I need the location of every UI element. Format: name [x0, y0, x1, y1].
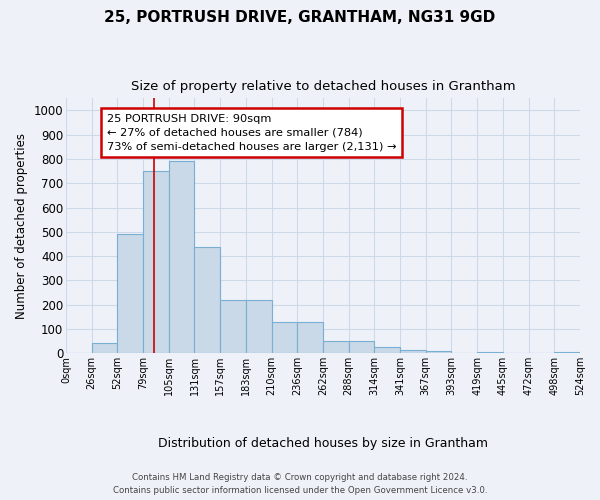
- Y-axis label: Number of detached properties: Number of detached properties: [15, 133, 28, 319]
- Bar: [554, 352, 580, 353]
- Bar: [118, 234, 143, 353]
- Bar: [220, 300, 246, 353]
- Bar: [92, 343, 118, 353]
- Bar: [194, 247, 220, 353]
- Bar: [426, 351, 451, 353]
- Bar: [246, 300, 272, 353]
- Bar: [323, 340, 349, 353]
- Text: 25 PORTRUSH DRIVE: 90sqm
← 27% of detached houses are smaller (784)
73% of semi-: 25 PORTRUSH DRIVE: 90sqm ← 27% of detach…: [107, 114, 397, 152]
- Bar: [477, 352, 503, 353]
- Bar: [374, 346, 400, 353]
- Bar: [297, 322, 323, 353]
- X-axis label: Distribution of detached houses by size in Grantham: Distribution of detached houses by size …: [158, 437, 488, 450]
- Text: Contains HM Land Registry data © Crown copyright and database right 2024.
Contai: Contains HM Land Registry data © Crown c…: [113, 473, 487, 495]
- Bar: [400, 350, 426, 353]
- Bar: [143, 171, 169, 353]
- Text: 25, PORTRUSH DRIVE, GRANTHAM, NG31 9GD: 25, PORTRUSH DRIVE, GRANTHAM, NG31 9GD: [104, 10, 496, 25]
- Bar: [349, 340, 374, 353]
- Bar: [272, 322, 297, 353]
- Bar: [169, 162, 194, 353]
- Title: Size of property relative to detached houses in Grantham: Size of property relative to detached ho…: [131, 80, 515, 93]
